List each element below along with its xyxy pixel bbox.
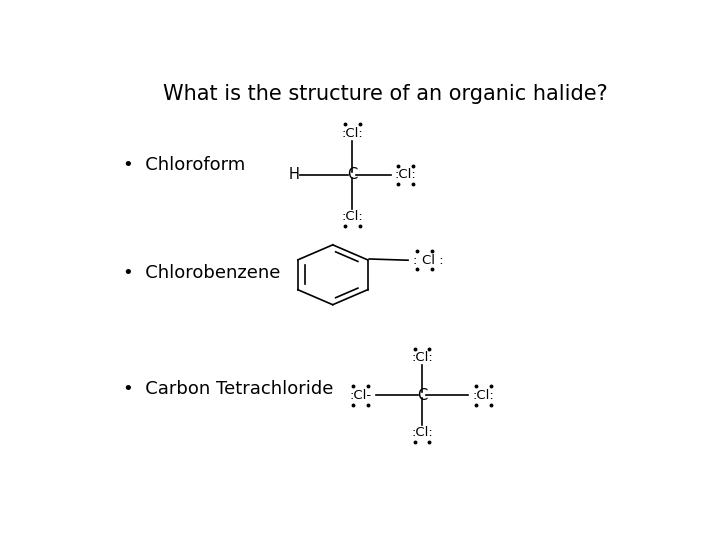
Text: •  Chloroform: • Chloroform xyxy=(124,156,246,173)
Text: :Cl:: :Cl: xyxy=(341,210,363,223)
Text: :Cl-: :Cl- xyxy=(350,389,372,402)
Text: :Cl:: :Cl: xyxy=(411,352,433,365)
Text: C: C xyxy=(347,167,357,183)
Text: What is the structure of an organic halide?: What is the structure of an organic hali… xyxy=(163,84,608,104)
Text: :Cl:: :Cl: xyxy=(395,168,416,181)
Text: :Cl:: :Cl: xyxy=(472,389,494,402)
Text: H: H xyxy=(288,167,299,183)
Text: Cl :: Cl : xyxy=(422,254,444,267)
Text: :Cl:: :Cl: xyxy=(411,426,433,439)
Text: •  Carbon Tetrachloride: • Carbon Tetrachloride xyxy=(124,380,334,398)
Text: C: C xyxy=(417,388,427,403)
Text: •  Chlorobenzene: • Chlorobenzene xyxy=(124,264,281,282)
Text: :Cl:: :Cl: xyxy=(341,127,363,140)
Text: :: : xyxy=(412,254,416,267)
